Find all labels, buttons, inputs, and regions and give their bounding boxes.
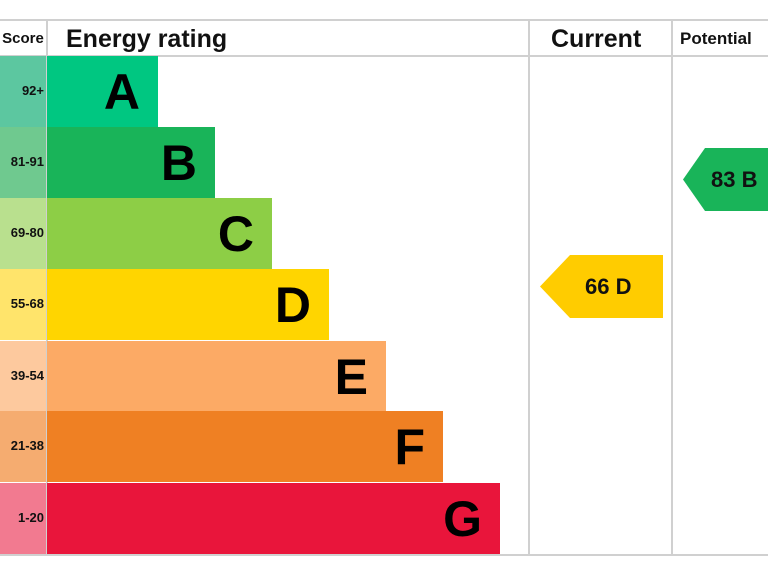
header-divider bbox=[0, 55, 768, 57]
score-cell-e: 39-54 bbox=[0, 341, 46, 412]
band-bar-d: D bbox=[47, 269, 329, 340]
score-cell-g: 1-20 bbox=[0, 483, 46, 554]
potential-rating-label: 83 B bbox=[711, 167, 758, 192]
potential-rating-arrow: 83 B bbox=[683, 148, 768, 211]
header-potential: Potential bbox=[680, 29, 752, 48]
bottom-border bbox=[0, 554, 768, 556]
band-bar-b: B bbox=[47, 127, 215, 198]
band-letter: G bbox=[443, 491, 482, 547]
score-cell-c: 69-80 bbox=[0, 198, 46, 269]
score-cell-f: 21-38 bbox=[0, 411, 46, 482]
band-letter: F bbox=[394, 419, 425, 475]
score-cell-d: 55-68 bbox=[0, 269, 46, 340]
band-letter: D bbox=[274, 277, 311, 333]
current-rating-label: 66 D bbox=[585, 274, 632, 299]
score-range: 1-20 bbox=[17, 510, 44, 525]
band-bar-c: C bbox=[47, 198, 272, 269]
band-letter: B bbox=[160, 135, 197, 191]
band-bar-f: F bbox=[47, 411, 443, 482]
score-range: 21-38 bbox=[10, 438, 44, 453]
score-range: 69-80 bbox=[10, 225, 44, 240]
band-letter: A bbox=[103, 64, 140, 120]
header-energy-rating: Energy rating bbox=[66, 25, 228, 53]
top-border bbox=[0, 19, 768, 21]
current-rating-arrow: 66 D bbox=[540, 255, 663, 318]
score-range: 39-54 bbox=[10, 368, 44, 383]
band-letter: E bbox=[334, 349, 368, 405]
score-range: 92+ bbox=[21, 83, 44, 98]
score-cell-b: 81-91 bbox=[0, 127, 46, 198]
band-bar-e: E bbox=[47, 341, 386, 412]
col-divider bbox=[671, 20, 673, 556]
score-cell-a: 92+ bbox=[0, 56, 46, 127]
header-current: Current bbox=[551, 25, 642, 53]
band-letter: C bbox=[217, 206, 254, 262]
header-score: Score bbox=[2, 30, 44, 47]
band-bar-a: A bbox=[47, 56, 158, 127]
band-bar-g: G bbox=[47, 483, 500, 554]
score-range: 81-91 bbox=[10, 154, 44, 169]
score-range: 55-68 bbox=[10, 296, 44, 311]
col-divider bbox=[528, 20, 530, 556]
